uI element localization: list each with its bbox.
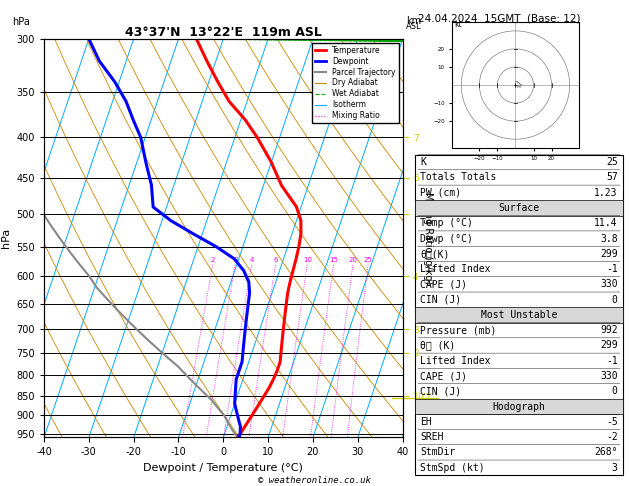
Text: 20: 20 <box>348 257 357 263</box>
Text: Lifted Index: Lifted Index <box>420 356 491 366</box>
Text: 25: 25 <box>606 157 618 167</box>
Text: 4: 4 <box>250 257 254 263</box>
Text: 330: 330 <box>600 279 618 289</box>
Text: 11.4: 11.4 <box>594 218 618 228</box>
Text: Dewp (°C): Dewp (°C) <box>420 234 473 243</box>
Text: Most Unstable: Most Unstable <box>481 310 557 320</box>
Text: kt: kt <box>454 20 462 29</box>
Text: Pressure (mb): Pressure (mb) <box>420 325 496 335</box>
Text: 1.23: 1.23 <box>594 188 618 198</box>
Text: PW (cm): PW (cm) <box>420 188 461 198</box>
Text: 6: 6 <box>274 257 278 263</box>
Text: SREH: SREH <box>420 432 443 442</box>
Text: -2: -2 <box>606 432 618 442</box>
Y-axis label: hPa: hPa <box>1 228 11 248</box>
Text: CIN (J): CIN (J) <box>420 295 461 305</box>
Text: 2: 2 <box>211 257 215 263</box>
X-axis label: Dewpoint / Temperature (°C): Dewpoint / Temperature (°C) <box>143 463 303 473</box>
Title: 43°37'N  13°22'E  119m ASL: 43°37'N 13°22'E 119m ASL <box>125 26 321 39</box>
Text: 15: 15 <box>330 257 338 263</box>
Text: 992: 992 <box>600 325 618 335</box>
Text: EH: EH <box>420 417 432 427</box>
Text: 57: 57 <box>606 173 618 182</box>
Text: 330: 330 <box>600 371 618 381</box>
Text: LCL: LCL <box>417 393 432 402</box>
Text: 268°: 268° <box>594 448 618 457</box>
Text: 299: 299 <box>600 341 618 350</box>
Text: Lifted Index: Lifted Index <box>420 264 491 274</box>
Text: -1: -1 <box>606 264 618 274</box>
Text: CAPE (J): CAPE (J) <box>420 371 467 381</box>
Text: θᴄ(K): θᴄ(K) <box>420 249 450 259</box>
Text: 299: 299 <box>600 249 618 259</box>
Legend: Temperature, Dewpoint, Parcel Trajectory, Dry Adiabat, Wet Adiabat, Isotherm, Mi: Temperature, Dewpoint, Parcel Trajectory… <box>311 43 399 123</box>
Text: CAPE (J): CAPE (J) <box>420 279 467 289</box>
Text: -5: -5 <box>606 417 618 427</box>
Text: © weatheronline.co.uk: © weatheronline.co.uk <box>258 475 371 485</box>
Text: km: km <box>406 16 421 26</box>
Text: ASL: ASL <box>406 22 421 31</box>
Text: Temp (°C): Temp (°C) <box>420 218 473 228</box>
Text: F: F <box>519 84 522 89</box>
Text: hPa: hPa <box>13 17 30 27</box>
Text: 24.04.2024  15GMT  (Base: 12): 24.04.2024 15GMT (Base: 12) <box>418 14 581 24</box>
Text: 0: 0 <box>612 386 618 396</box>
Text: 0: 0 <box>612 295 618 305</box>
Text: Surface: Surface <box>498 203 540 213</box>
Text: StmDir: StmDir <box>420 448 455 457</box>
Text: Hodograph: Hodograph <box>493 401 545 412</box>
Text: 10: 10 <box>303 257 312 263</box>
Text: Totals Totals: Totals Totals <box>420 173 496 182</box>
Text: 3.8: 3.8 <box>600 234 618 243</box>
Text: -1: -1 <box>606 356 618 366</box>
Text: 25: 25 <box>364 257 373 263</box>
Text: StmSpd (kt): StmSpd (kt) <box>420 463 485 473</box>
Text: K: K <box>420 157 426 167</box>
Text: 3: 3 <box>233 257 238 263</box>
Text: 3: 3 <box>612 463 618 473</box>
Text: CIN (J): CIN (J) <box>420 386 461 396</box>
Y-axis label: Mixing Ratio (g/kg): Mixing Ratio (g/kg) <box>423 192 433 284</box>
Text: θᴄ (K): θᴄ (K) <box>420 341 455 350</box>
